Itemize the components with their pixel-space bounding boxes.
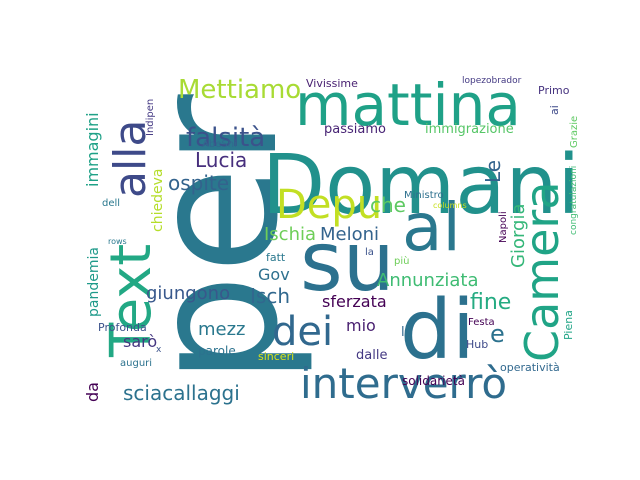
word-passiamo: passiamo xyxy=(324,122,386,137)
word-dalle: dalle xyxy=(356,348,387,363)
word-mezz: mezz xyxy=(198,319,246,340)
word-ministro: Ministro xyxy=(404,190,444,201)
word-giungono: giungono xyxy=(146,283,230,304)
word-su: su xyxy=(300,215,395,310)
word-dell: dell xyxy=(102,198,120,209)
word-mattina: mattina xyxy=(295,71,521,139)
word-grazie: Grazie xyxy=(569,116,580,148)
word-meloni: Meloni xyxy=(320,224,379,245)
word-lucia: Lucia xyxy=(195,148,247,172)
word-festa: Festa xyxy=(468,317,495,328)
word-primo: Primo xyxy=(538,84,570,97)
word-camera: Camera xyxy=(515,181,569,362)
word-sciacallaggi: sciacallaggi xyxy=(123,381,240,405)
word-per: per xyxy=(114,94,317,385)
word-congratulazioni: congratulazioni xyxy=(569,166,579,235)
word-mettiamo: Mettiamo xyxy=(178,75,301,105)
word-sferzata: sferzata xyxy=(322,292,387,311)
word-vivissime: Vivissime xyxy=(306,77,358,90)
word-le: Le xyxy=(481,160,505,183)
word-x: x xyxy=(156,345,162,355)
word-giorgia: Giorgia xyxy=(508,203,529,268)
word-al: al xyxy=(402,189,461,266)
word-operativita: operatività xyxy=(500,361,560,374)
word-immagini: immagini xyxy=(83,112,102,187)
word-da: da xyxy=(83,382,102,402)
word-di: di xyxy=(400,283,475,378)
word-che: che xyxy=(370,193,406,217)
word-parole: parole xyxy=(198,344,236,358)
word-saro: sarò xyxy=(123,332,157,351)
word-la: la xyxy=(365,247,374,258)
word-lopezobrador: lopezobrador xyxy=(462,76,522,86)
word-indipen: Indipen xyxy=(145,99,156,136)
word-falsita: falsità xyxy=(186,123,265,153)
word-ospite: ospite xyxy=(168,171,229,195)
word-piu: più xyxy=(394,255,409,267)
word-immigrazione: immigrazione xyxy=(425,122,514,137)
word-hub: Hub xyxy=(466,338,488,351)
word-ischia: Ischia xyxy=(264,224,316,245)
word-chiedeva: chiedeva xyxy=(150,169,166,232)
word-depu: Depu xyxy=(276,182,382,228)
word-abeshi: AbeShi xyxy=(202,139,237,150)
word-profonda: Profonda xyxy=(98,321,147,334)
word-e: e xyxy=(490,320,505,348)
word-dei: dei xyxy=(272,309,333,355)
word-mio: mio xyxy=(346,316,376,335)
word-annunziata: Annunziata xyxy=(377,270,479,291)
word-isch: Isch xyxy=(250,284,290,308)
word-pandemia: pandemia xyxy=(86,247,102,317)
word-domani: Domani xyxy=(262,138,580,233)
word-fatt: fatt xyxy=(266,251,286,264)
word-alla: alla xyxy=(105,120,156,198)
word-solidarieta: solidarietà xyxy=(402,374,465,388)
word-interverro: interverrò xyxy=(300,359,507,408)
word-rows: rows xyxy=(108,237,127,246)
word-gov: Gov xyxy=(258,265,290,284)
word-auguri: auguri xyxy=(120,358,152,369)
word-sinceri: sinceri xyxy=(258,350,294,363)
word-napoli: Napoli xyxy=(498,211,509,243)
word-columns: columns xyxy=(433,201,467,210)
word-fine: fine xyxy=(470,290,511,315)
word-ai: ai xyxy=(548,105,561,115)
word-l: l xyxy=(401,325,405,340)
word-piena: Piena xyxy=(562,310,575,340)
word-text: Text xyxy=(99,244,164,358)
